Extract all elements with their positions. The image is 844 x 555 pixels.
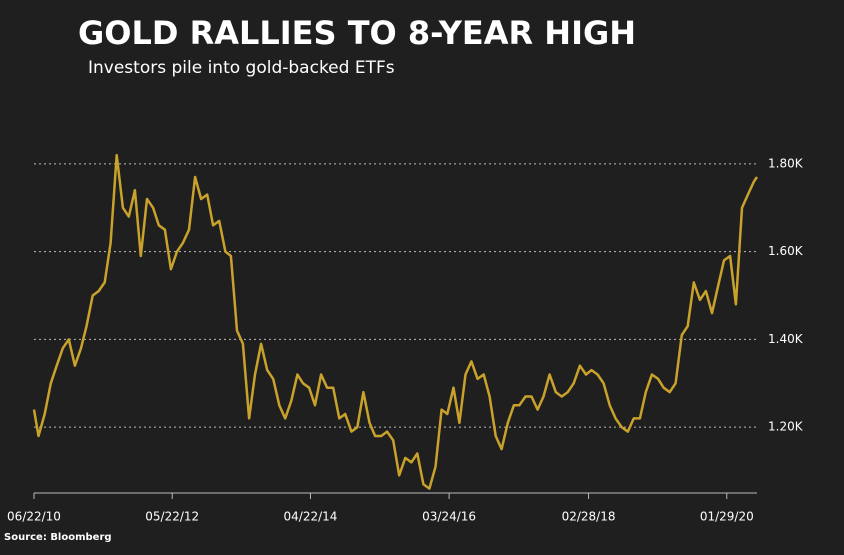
y-tick-label: 1.80K [768, 156, 804, 170]
x-tick-label: 04/22/14 [284, 510, 338, 524]
chart-subtitle: Investors pile into gold-backed ETFs [88, 58, 395, 78]
chart-title: GOLD RALLIES TO 8-YEAR HIGH [78, 14, 636, 52]
x-tick-label: 06/22/10 [7, 510, 61, 524]
x-tick-label: 02/28/18 [562, 510, 616, 524]
x-tick-label: 01/29/20 [700, 510, 754, 524]
source: Source: Bloomberg [4, 532, 112, 543]
x-tick-label: 05/22/12 [145, 510, 199, 524]
y-tick-label: 1.60K [768, 244, 804, 258]
price-line [32, 153, 759, 490]
y-tick-label: 1.20K [768, 420, 804, 434]
x-tick-label: 03/24/16 [422, 510, 476, 524]
y-tick-label: 1.40K [768, 332, 804, 346]
